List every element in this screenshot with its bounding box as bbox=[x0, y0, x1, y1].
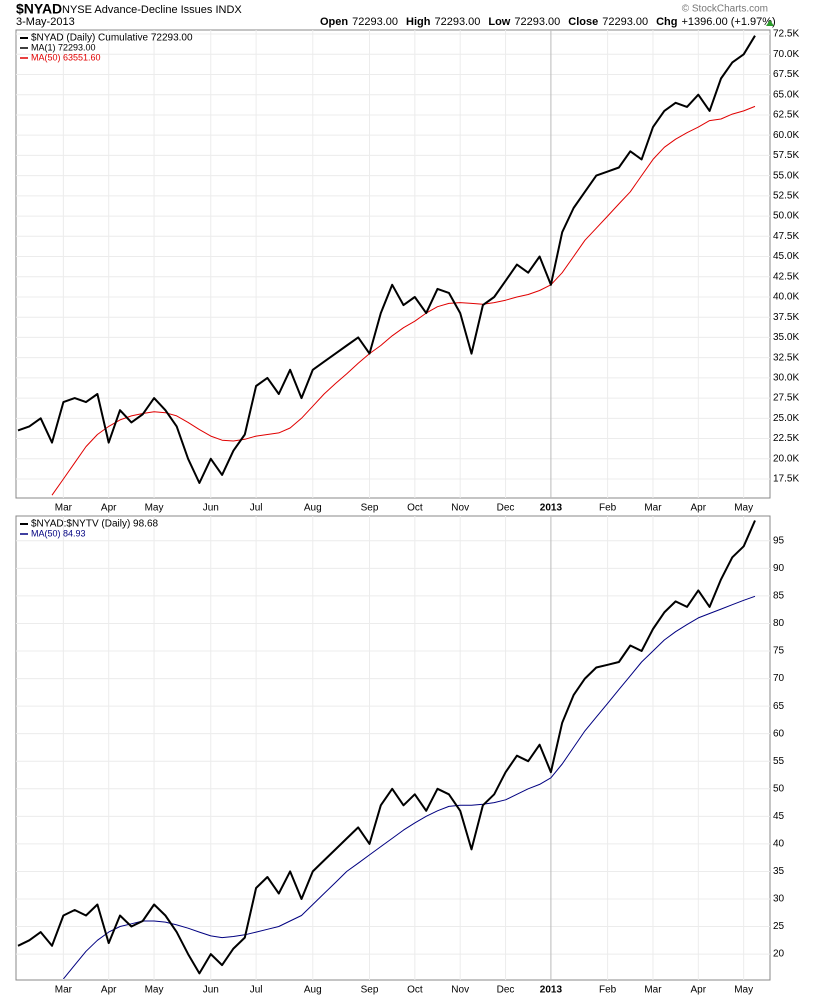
x-tick-label: Apr bbox=[101, 503, 117, 514]
date: 3-May-2013 bbox=[16, 16, 75, 28]
quote-value: 72293.00 bbox=[434, 16, 480, 28]
x-tick-label: Dec bbox=[497, 503, 515, 514]
x-tick-label: Apr bbox=[101, 985, 117, 996]
x-tick-label: Mar bbox=[644, 503, 662, 514]
y-tick-label: 25 bbox=[773, 921, 785, 932]
y-tick-label: 60.0K bbox=[773, 130, 799, 141]
y-tick-label: 95 bbox=[773, 535, 785, 546]
y-tick-label: 40.0K bbox=[773, 292, 799, 303]
x-tick-label: Aug bbox=[304, 503, 322, 514]
x-tick-label: Sep bbox=[361, 985, 379, 996]
quote: Open 72293.00 High 72293.00 Low 72293.00 Close… bbox=[320, 16, 776, 28]
y-tick-label: 90 bbox=[773, 563, 785, 574]
y-tick-label: 20.0K bbox=[773, 453, 799, 464]
x-tick-label: May bbox=[145, 985, 164, 996]
copyright: © StockCharts.com bbox=[682, 4, 768, 15]
y-tick-label: 47.5K bbox=[773, 231, 799, 242]
x-tick-label: Mar bbox=[55, 985, 73, 996]
x-tick-label: Feb bbox=[599, 503, 617, 514]
legend-label: MA(50) 63551.60 bbox=[31, 52, 101, 62]
y-tick-label: 22.5K bbox=[773, 433, 799, 444]
y-tick-label: 55 bbox=[773, 756, 785, 767]
panel-label: $NYAD (Daily) Cumulative 72293.00 bbox=[31, 33, 193, 44]
x-tick-label: Aug bbox=[304, 985, 322, 996]
series-line bbox=[51, 105, 756, 496]
x-tick-label: May bbox=[734, 985, 753, 996]
quote-label: Chg bbox=[656, 16, 677, 28]
quote-label: Close bbox=[568, 16, 598, 28]
y-tick-label: 25.0K bbox=[773, 413, 799, 424]
y-tick-label: 27.5K bbox=[773, 393, 799, 404]
y-tick-label: 65.0K bbox=[773, 89, 799, 100]
y-tick-label: 50.0K bbox=[773, 211, 799, 222]
y-tick-label: 55.0K bbox=[773, 170, 799, 181]
y-tick-label: 32.5K bbox=[773, 352, 799, 363]
y-tick-label: 42.5K bbox=[773, 271, 799, 282]
x-tick-label: Mar bbox=[55, 503, 73, 514]
y-tick-label: 62.5K bbox=[773, 110, 799, 121]
plot-area bbox=[15, 29, 771, 499]
y-tick-label: 85 bbox=[773, 591, 785, 602]
y-tick-label: 30.0K bbox=[773, 373, 799, 384]
x-tick-label: May bbox=[734, 503, 753, 514]
quote-label: Open bbox=[320, 16, 348, 28]
y-tick-label: 65 bbox=[773, 701, 785, 712]
symbol: $NYAD bbox=[16, 1, 62, 17]
x-tick-label: Jun bbox=[203, 985, 219, 996]
y-tick-label: 70.0K bbox=[773, 49, 799, 60]
x-tick-label: Apr bbox=[691, 985, 707, 996]
legend-label: MA(50) 84.93 bbox=[31, 528, 86, 538]
up-arrow bbox=[766, 20, 774, 26]
y-tick-label: 30 bbox=[773, 894, 785, 905]
y-tick-label: 17.5K bbox=[773, 474, 799, 485]
x-tick-label: Jul bbox=[250, 985, 263, 996]
y-tick-label: 72.5K bbox=[773, 29, 799, 40]
y-tick-label: 70 bbox=[773, 673, 785, 684]
quote-label: High bbox=[406, 16, 431, 28]
plot-area bbox=[15, 515, 771, 981]
y-tick-label: 67.5K bbox=[773, 69, 799, 80]
legend-label: MA(1) 72293.00 bbox=[31, 42, 96, 52]
y-tick-label: 60 bbox=[773, 728, 785, 739]
y-tick-label: 57.5K bbox=[773, 150, 799, 161]
y-tick-label: 37.5K bbox=[773, 312, 799, 323]
x-tick-label: Sep bbox=[361, 503, 379, 514]
x-tick-label: Nov bbox=[451, 985, 469, 996]
y-tick-label: 52.5K bbox=[773, 190, 799, 201]
y-tick-label: 45.0K bbox=[773, 251, 799, 262]
y-tick-label: 75 bbox=[773, 646, 785, 657]
x-tick-label: 2013 bbox=[540, 503, 563, 514]
x-tick-label: 2013 bbox=[540, 985, 563, 996]
x-tick-label: Mar bbox=[644, 985, 662, 996]
y-tick-label: 20 bbox=[773, 949, 785, 960]
y-tick-label: 40 bbox=[773, 839, 785, 850]
quote-value: 72293.00 bbox=[602, 16, 648, 28]
quote-value: 72293.00 bbox=[514, 16, 560, 28]
x-tick-label: Jun bbox=[203, 503, 219, 514]
x-tick-label: Nov bbox=[451, 503, 469, 514]
x-tick-label: Jul bbox=[250, 503, 263, 514]
security-name: NYSE Advance-Decline Issues INDX bbox=[62, 4, 242, 16]
y-tick-label: 50 bbox=[773, 783, 785, 794]
quote-label: Low bbox=[488, 16, 510, 28]
x-tick-label: May bbox=[145, 503, 164, 514]
quote-value: 72293.00 bbox=[352, 16, 398, 28]
y-tick-label: 45 bbox=[773, 811, 785, 822]
y-tick-label: 35.0K bbox=[773, 332, 799, 343]
x-tick-label: Feb bbox=[599, 985, 617, 996]
panel-label: $NYAD:$NYTV (Daily) 98.68 bbox=[31, 519, 159, 530]
y-tick-label: 80 bbox=[773, 618, 785, 629]
x-tick-label: Dec bbox=[497, 985, 515, 996]
x-tick-label: Apr bbox=[691, 503, 707, 514]
x-tick-label: Oct bbox=[407, 985, 423, 996]
x-tick-label: Oct bbox=[407, 503, 423, 514]
series-line bbox=[17, 35, 756, 484]
y-tick-label: 35 bbox=[773, 866, 785, 877]
series-line bbox=[17, 520, 756, 975]
quote-value: +1396.00 (+1.97%) bbox=[682, 16, 776, 28]
series-line bbox=[63, 595, 756, 980]
